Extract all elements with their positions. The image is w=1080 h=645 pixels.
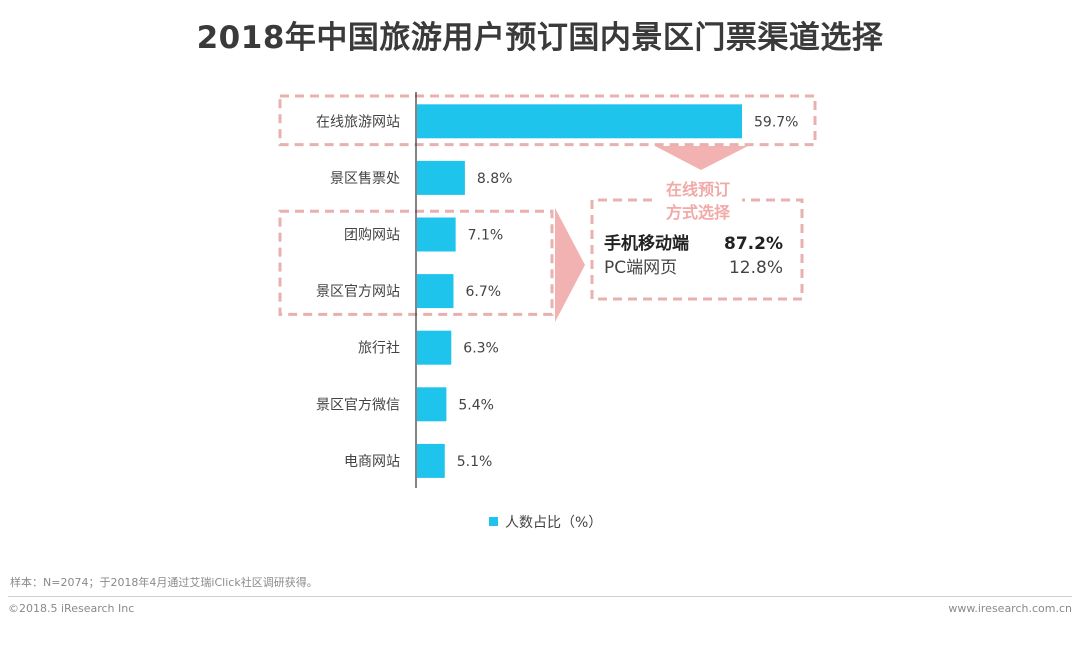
value-label-2: 7.1%	[468, 228, 504, 244]
value-label-4: 6.3%	[463, 341, 499, 357]
bar-4	[417, 330, 452, 365]
callout-title-line1: 在线预订	[666, 180, 730, 199]
value-label-0: 59.7%	[754, 114, 798, 130]
bar-6	[417, 443, 445, 478]
category-label-6: 电商网站	[344, 454, 400, 470]
copyright-text: ©2018.5 iResearch Inc	[8, 602, 135, 615]
category-label-2: 团购网站	[344, 228, 400, 244]
value-label-6: 5.1%	[457, 454, 493, 470]
callout-label-0: 手机移动端	[604, 233, 689, 254]
down-arrow-icon	[655, 146, 748, 170]
value-label-3: 6.7%	[465, 284, 501, 300]
category-label-4: 旅行社	[358, 341, 400, 357]
website-url: www.iresearch.com.cn	[948, 602, 1072, 615]
bar-2	[417, 217, 456, 252]
highlight-box-online	[278, 94, 817, 147]
callout-value-0: 87.2%	[724, 234, 783, 254]
category-label-5: 景区官方微信	[316, 397, 400, 413]
callout-label-1: PC端网页	[604, 258, 677, 278]
value-label-1: 8.8%	[477, 171, 513, 187]
category-label-1: 景区售票处	[330, 171, 400, 187]
callout-frame	[590, 198, 804, 301]
bar-chart: 在线旅游网站 59.7% 景区售票处 8.8% 团购网站 7.1% 景区官方网站 6.7% 旅行…	[278, 92, 817, 531]
legend-layer: 人数占比（%）	[489, 515, 602, 531]
footer-divider	[8, 596, 1072, 597]
labels-layer: 在线旅游网站 59.7% 景区售票处 8.8% 团购网站 7.1% 景区官方网站 6.7% 旅行…	[316, 114, 798, 470]
chart-title: 2018年中国旅游用户预订国内景区门票渠道选择	[196, 20, 884, 56]
bars-layer	[417, 104, 742, 478]
bar-5	[417, 387, 447, 422]
category-label-3: 景区官方网站	[316, 284, 400, 300]
bar-3	[417, 274, 454, 309]
legend-swatch	[489, 517, 498, 526]
legend-label: 人数占比（%）	[505, 515, 602, 531]
right-arrow-icon	[555, 208, 585, 322]
value-label-5: 5.4%	[458, 397, 494, 413]
bar-0	[417, 104, 742, 139]
category-label-0: 在线旅游网站	[316, 114, 400, 130]
callout-title-line2: 方式选择	[666, 203, 731, 222]
sample-note: 样本：N=2074；于2018年4月通过艾瑞iClick社区调研获得。	[10, 576, 318, 589]
bar-1	[417, 160, 465, 195]
callout-value-1: 12.8%	[729, 258, 783, 278]
